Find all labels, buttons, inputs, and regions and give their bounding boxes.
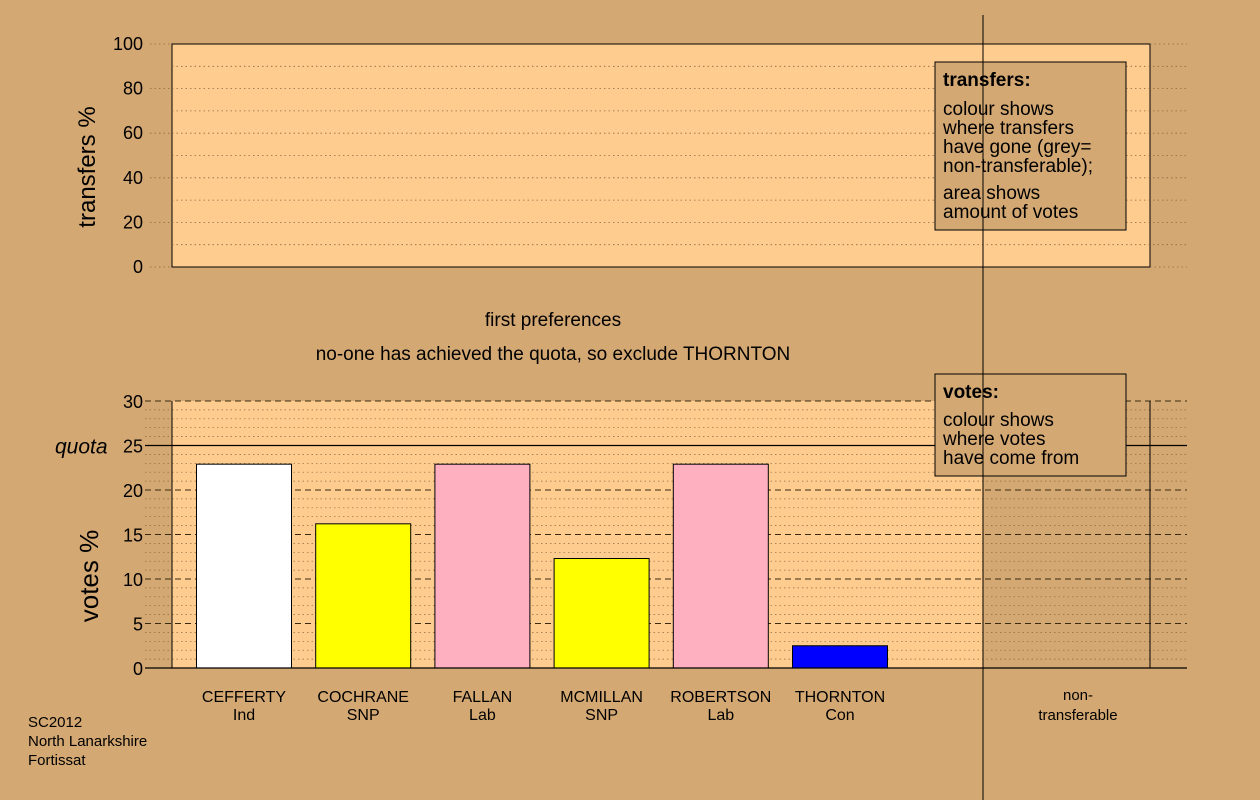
bar-robertson: [672, 463, 769, 669]
candidate-labels: CEFFERTYIndCOCHRANESNPFALLANLabMCMILLANS…: [202, 689, 885, 724]
bar-thornton: [792, 645, 888, 669]
stage-title: first preferences: [485, 310, 621, 331]
transfers-tick-label: 100: [113, 34, 143, 54]
transfers-legend-line: have gone (grey=: [943, 137, 1091, 158]
votes-legend-line: where votes: [942, 429, 1045, 450]
candidate-name: THORNTON: [795, 689, 885, 706]
votes-legend-box: [934, 373, 1127, 477]
bar-mcmillan: [553, 558, 650, 669]
footer-line: SC2012: [28, 714, 82, 731]
votes-tick-label: 10: [123, 570, 143, 590]
candidate-name: MCMILLAN: [560, 689, 643, 706]
votes-legend-line: colour shows: [943, 410, 1054, 431]
transfers-tick-label: 80: [123, 79, 143, 99]
votes-legend-title: votes:: [943, 382, 999, 403]
candidate-name: ROBERTSON: [670, 689, 771, 706]
transfers-tick-label: 60: [123, 123, 143, 143]
transfers-tick-label: 20: [123, 212, 143, 232]
candidate-name: FALLAN: [453, 689, 513, 706]
votes-legend-line: have come from: [943, 448, 1079, 469]
votes-tick-label: 5: [133, 615, 143, 635]
transfers-legend-title: transfers:: [943, 70, 1031, 91]
votes-tick-label: 30: [123, 392, 143, 412]
footer-line: Fortissat: [28, 752, 86, 769]
nontransferable-label: transferable: [1038, 707, 1117, 724]
bar-cefferty: [196, 463, 292, 669]
transfers-panel: 0 20 40 60 80 100 transfers % transfers: colo…: [74, 34, 1187, 277]
stage-description: no-one has achieved the quota, so exclud…: [316, 344, 791, 365]
votes-tick-label: 0: [133, 659, 143, 679]
transfers-legend-line: area shows: [943, 183, 1040, 204]
candidate-name: CEFFERTY: [202, 689, 286, 706]
transfers-tick-label: 40: [123, 168, 143, 188]
candidate-party: Lab: [469, 707, 496, 724]
quota-label: quota: [55, 436, 108, 459]
candidate-party: Ind: [233, 707, 255, 724]
votes-bars: [196, 463, 888, 669]
nontransferable-label: non-: [1063, 687, 1093, 704]
footer-line: North Lanarkshire: [28, 733, 147, 750]
votes-tick-label: 25: [123, 437, 143, 457]
votes-legend: votes: colour shows where votes have com…: [934, 373, 1127, 477]
transfers-legend-line: amount of votes: [943, 202, 1078, 223]
candidate-party: SNP: [347, 707, 380, 724]
transfers-grid: [172, 43, 1187, 268]
transfers-legend-line: non-transferable);: [943, 156, 1093, 177]
bar-fallan: [434, 463, 531, 669]
bar-cochrane: [315, 523, 412, 669]
transfers-legend-line: colour shows: [943, 99, 1054, 120]
votes-tick-label: 15: [123, 526, 143, 546]
votes-y-ticks: 0 5 10 15 20 25 30: [123, 392, 143, 679]
candidate-party: Con: [825, 707, 854, 724]
transfers-tick-label: 0: [133, 257, 143, 277]
footer: SC2012 North Lanarkshire Fortissat: [28, 714, 147, 769]
votes-tick-label: 20: [123, 481, 143, 501]
candidate-name: COCHRANE: [317, 689, 409, 706]
transfers-legend: transfers: colour shows where transfers …: [934, 61, 1127, 231]
transfers-y-ticks: 0 20 40 60 80 100: [113, 34, 172, 277]
transfers-legend-line: where transfers: [942, 118, 1074, 139]
candidate-party: SNP: [585, 707, 618, 724]
candidate-party: Lab: [707, 707, 734, 724]
transfers-legend-box: [934, 61, 1127, 231]
transfers-y-label: transfers %: [74, 106, 101, 227]
votes-y-label: votes %: [74, 530, 104, 623]
